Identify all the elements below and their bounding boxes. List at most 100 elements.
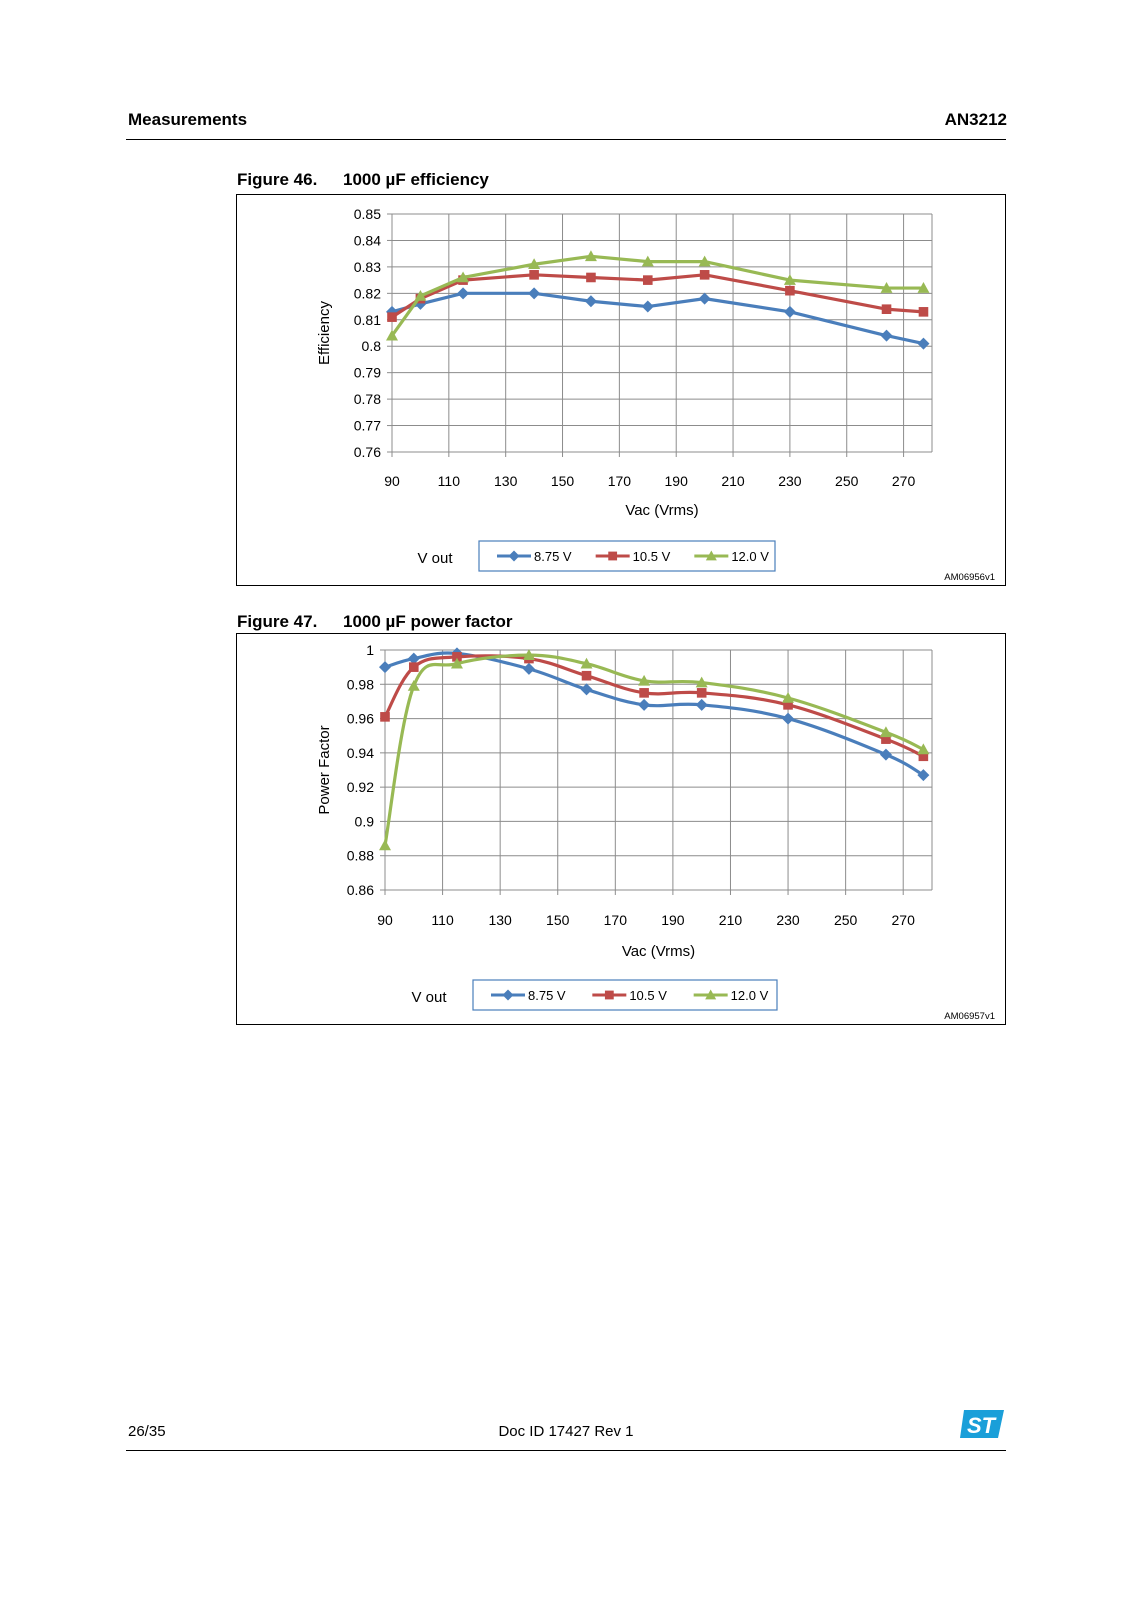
data-point (638, 698, 651, 711)
data-point (918, 751, 929, 762)
legend-label: 12.0 V (731, 549, 769, 564)
data-point (528, 287, 541, 300)
y-tick-label: 0.77 (354, 418, 381, 434)
data-point (584, 295, 597, 308)
data-point (698, 255, 711, 267)
y-tick-label: 1 (366, 642, 374, 658)
data-point (917, 337, 930, 350)
legend-marker (604, 990, 614, 1000)
series-12.0 V (379, 649, 930, 851)
data-point (414, 297, 427, 310)
data-point (580, 683, 593, 696)
data-point (695, 676, 708, 688)
x-axis-title: Vac (Vrms) (625, 502, 698, 519)
data-point (586, 272, 596, 283)
efficiency-chart: 0.85 0.84 0.83 0.82 0.81 0.8 0.79 0.78 0.77 0.76 9… (236, 194, 1006, 586)
y-axis-title: Power Factor (316, 725, 333, 814)
data-point (529, 270, 539, 280)
x-tick-label: 210 (719, 912, 743, 928)
y-axis-title: Efficiency (316, 301, 333, 365)
data-point (641, 300, 654, 313)
data-point (879, 748, 892, 761)
data-point (450, 657, 463, 669)
data-point (457, 271, 470, 283)
st-logo-icon: ST (960, 1410, 1004, 1438)
legend-label: 10.5 V (633, 549, 671, 564)
x-tick-label: 270 (892, 912, 916, 928)
x-tick-label: 250 (834, 912, 858, 928)
data-point (641, 255, 654, 267)
y-tick-label: 0.96 (347, 711, 374, 727)
data-point (783, 700, 793, 710)
figure-47-number: Figure 47. (237, 612, 318, 631)
data-point (379, 661, 391, 674)
chart-1-grid (380, 649, 933, 895)
section-title: Measurements (128, 110, 248, 129)
figure-46-number: Figure 46. (237, 170, 318, 189)
series-line (383, 654, 925, 758)
y-tick-label: 0.76 (354, 444, 381, 460)
y-tick-label: 0.84 (354, 232, 381, 248)
x-tick-label: 230 (776, 912, 800, 928)
data-point (699, 270, 710, 280)
y-tick-label: 0.94 (347, 745, 374, 761)
data-point (879, 726, 892, 738)
data-point (696, 688, 707, 698)
chart-0-svg: 0.85 0.84 0.83 0.82 0.81 0.8 0.79 0.78 0.77 0.769… (316, 206, 995, 583)
power-factor-chart: 1 0.98 0.96 0.94 0.92 0.9 0.88 0.86 90 110 130 150 1… (236, 633, 1006, 1025)
data-point (642, 275, 653, 285)
x-tick-label: 170 (604, 912, 628, 928)
y-tick-label: 0.82 (354, 285, 381, 301)
page-number: 26/35 (128, 1423, 166, 1440)
data-point (387, 312, 397, 322)
data-point (379, 839, 391, 851)
y-tick-label: 0.79 (354, 365, 381, 381)
data-point (785, 285, 795, 296)
figure-47-caption: 1000 µF power factor (343, 612, 513, 631)
data-point (638, 674, 651, 686)
legend-marker (608, 551, 618, 561)
series-8.75 V (386, 287, 930, 350)
figure-46-title: Figure 46. 1000 µF efficiency (237, 170, 489, 190)
y-tick-label: 0.86 (347, 882, 374, 898)
y-tick-label: 0.9 (355, 813, 375, 829)
data-point (639, 688, 649, 698)
data-point (917, 769, 930, 782)
x-tick-label: 170 (608, 473, 632, 489)
data-point (880, 329, 893, 342)
y-tick-label: 0.78 (354, 391, 381, 407)
data-point (782, 712, 795, 725)
data-point (918, 307, 929, 317)
data-point (528, 258, 541, 270)
data-point (380, 712, 390, 722)
data-point (580, 657, 593, 669)
data-point (452, 652, 462, 662)
y-tick-label: 0.81 (354, 312, 381, 328)
figure-47-title: Figure 47. 1000 µF power factor (237, 612, 512, 632)
y-tick-label: 0.92 (347, 779, 374, 795)
legend-marker (508, 550, 520, 562)
legend-label: 8.75 V (534, 549, 572, 564)
x-tick-label: 130 (488, 912, 512, 928)
series-12.0 V (386, 250, 930, 341)
series-8.75 V (379, 647, 930, 782)
data-point (522, 649, 535, 660)
x-axis-title: Vac (Vrms) (622, 943, 695, 960)
chart-1-legend: V out 8.75 V 10.5 V 12.0 V (411, 979, 778, 1011)
header-rule (126, 139, 1006, 140)
data-point (695, 698, 708, 711)
y-tick-label: 0.85 (354, 206, 381, 222)
legend-marker (705, 550, 717, 561)
data-point (783, 274, 796, 285)
legend-label: 8.75 V (528, 988, 566, 1003)
x-tick-label: 130 (494, 473, 518, 489)
figure-code: AM06956v1 (944, 572, 995, 583)
legend-label: 10.5 V (629, 988, 667, 1003)
footer-rule (126, 1450, 1006, 1451)
data-point (408, 662, 419, 672)
data-point (407, 680, 420, 691)
document-code: AN3212 (944, 110, 1007, 129)
data-point (880, 282, 893, 293)
x-tick-label: 110 (431, 912, 454, 928)
x-tick-label: 270 (892, 473, 916, 489)
